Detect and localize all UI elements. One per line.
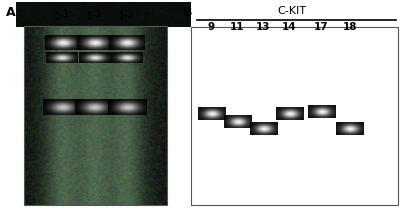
Text: C-KIT: C-KIT (276, 6, 305, 16)
Text: 13: 13 (255, 22, 270, 33)
Text: 14: 14 (282, 22, 296, 33)
Bar (190, 27, 397, 205)
Text: B: B (182, 6, 192, 19)
Text: 1-1: 1-1 (53, 9, 71, 22)
Text: 1-2: 1-2 (85, 9, 103, 22)
Text: 9: 9 (207, 22, 214, 33)
Text: 11: 11 (229, 22, 244, 33)
Text: 18: 18 (342, 22, 356, 33)
Bar (24, 26, 166, 205)
Text: A: A (6, 6, 16, 19)
Text: 1-3: 1-3 (117, 9, 135, 22)
Text: 17: 17 (314, 22, 328, 33)
